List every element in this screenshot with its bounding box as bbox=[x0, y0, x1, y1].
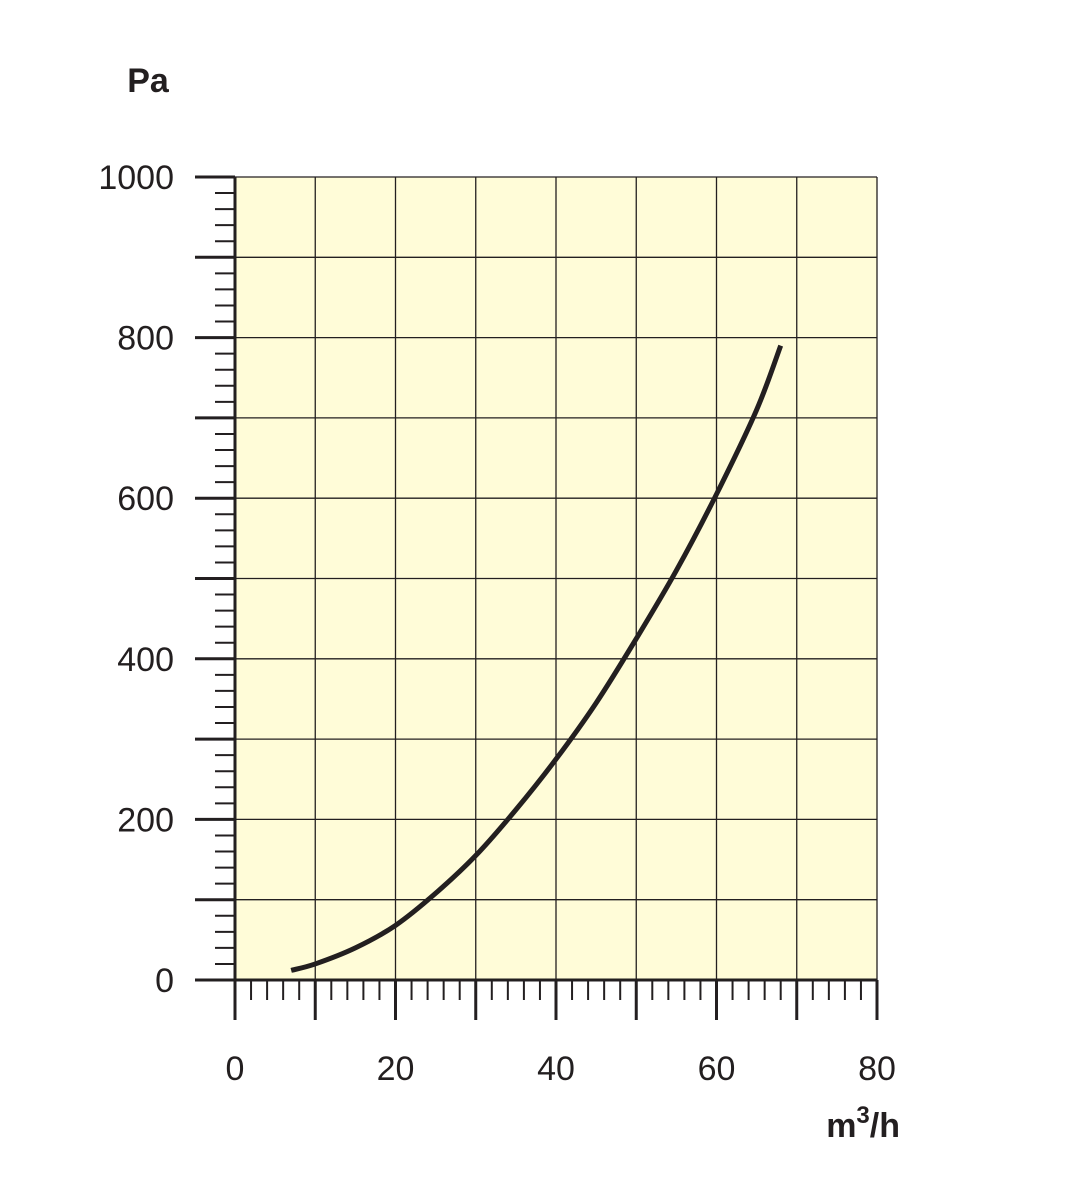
x-axis-label-superscript: 3 bbox=[856, 1102, 869, 1129]
y-tick-label: 1000 bbox=[98, 159, 174, 197]
x-tick-label: 20 bbox=[377, 1050, 415, 1088]
y-axis-label: Pa bbox=[127, 62, 170, 100]
y-tick-label: 200 bbox=[117, 801, 174, 839]
tick-labels: 0 200 400 600 800 1000 0 20 40 60 80 bbox=[98, 159, 896, 1088]
x-tick-label: 0 bbox=[226, 1050, 245, 1088]
y-tick-label: 600 bbox=[117, 480, 174, 518]
x-tick-label: 80 bbox=[858, 1050, 896, 1088]
axes bbox=[195, 175, 879, 1020]
x-axis-label-base: m bbox=[826, 1107, 856, 1145]
y-tick-label: 800 bbox=[117, 320, 174, 358]
x-tick-label: 60 bbox=[698, 1050, 736, 1088]
grid bbox=[235, 176, 878, 980]
x-tick-label: 40 bbox=[537, 1050, 575, 1088]
x-axis-label: m3/h bbox=[826, 1102, 900, 1145]
series bbox=[290, 344, 784, 973]
series-line bbox=[290, 344, 784, 973]
y-tick-label: 400 bbox=[117, 641, 174, 679]
y-tick-label: 0 bbox=[155, 962, 174, 1000]
x-axis-label-tail: /h bbox=[870, 1107, 900, 1145]
